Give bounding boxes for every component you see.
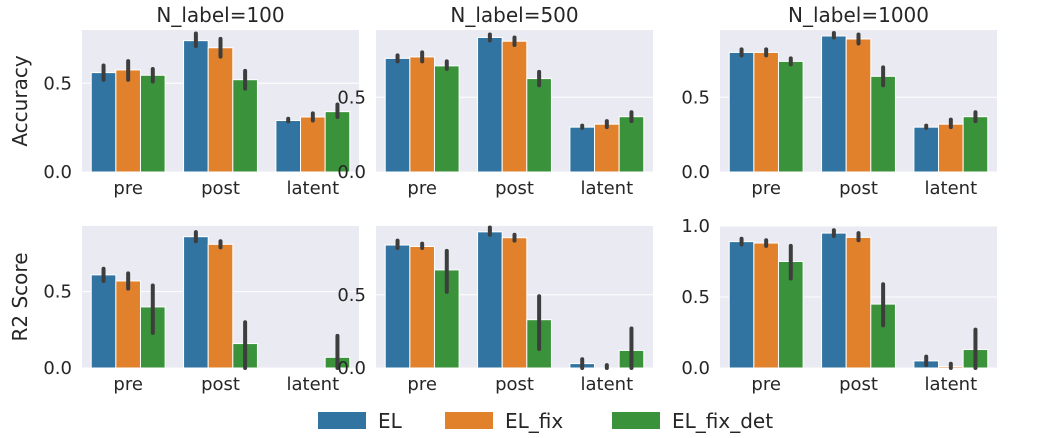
panel-r0-c0-bar-el-fix-det-post (232, 79, 258, 173)
panel-r0-c0-title: N_label=100 (156, 3, 284, 27)
legend-label-el-fix-det: EL_fix_det (672, 409, 773, 433)
legend-swatch-el (318, 412, 366, 429)
panel-r0-c0-ytick-label: 0.5 (43, 73, 72, 94)
panel-r0-c0-ytick-label: 0.0 (43, 162, 72, 183)
panel-r0-c2-ytick-label: 0.0 (681, 162, 710, 183)
panel-r0-c0-ylabel: Accuracy (8, 55, 32, 146)
panel-r1-c2-ytick-label: 1.0 (681, 216, 710, 237)
panel-r0-c1-ytick-label: 0.5 (337, 87, 366, 108)
panel-r0-c1-xtick-label-latent: latent (581, 178, 634, 199)
panel-r0-c0-xtick-label-latent: latent (287, 178, 340, 199)
panel-r0-c2: 0.0 0.5 pre post latent N_label=1000 (681, 3, 997, 199)
panel-r1-c0: 0.0 0.5 pre post latent R2 Score (8, 226, 359, 395)
panel-r1-c0-xtick-label-latent: latent (287, 374, 340, 395)
panel-r0-c1-bar-el-fix-post (501, 40, 528, 173)
panel-r1-c1-bar-el-fix-post (501, 237, 528, 369)
panel-r1-c0-bar-el-fix-pre (115, 280, 141, 369)
panel-r0-c1-bar-el-latent (569, 126, 596, 173)
panel-r0-c0-bar-el-latent (275, 120, 302, 173)
panel-r0-c1-bar-el-fix-det-post (526, 78, 552, 173)
panel-r0-c2-bar-el-fix-det-pre (777, 60, 804, 173)
panel-r0-c2-bar-el-fix-det-post (870, 75, 896, 173)
panel-r0-c1-xtick-label-pre: pre (407, 178, 437, 199)
panel-r1-c2-bar-el-fix-pre (753, 242, 779, 369)
panel-r0-c2-bar-el-fix-det-latent (962, 116, 989, 173)
panel-r0-c0-bar-el-fix-pre (115, 69, 141, 173)
panel-r1-c1: 0.0 0.5 pre post latent (337, 225, 653, 395)
panel-r0-c2-bar-el-pre (728, 51, 755, 173)
panel-r1-c2-xtick-label-post: post (839, 374, 878, 395)
legend-label-el: EL (378, 409, 403, 433)
panel-r0-c0-bar-el-fix-det-pre (139, 74, 166, 173)
panel-r0-c2-ytick-label: 0.5 (681, 87, 710, 108)
panel-r0-c1-bar-el-fix-det-latent (618, 116, 645, 173)
panel-r0-c0-xtick-label-pre: pre (113, 178, 143, 199)
panel-r0-c2-bar-el-fix-post (845, 38, 872, 173)
panel-r0-c1-ytick-label: 0.0 (337, 162, 366, 183)
panel-r0-c1-bar-el-fix-latent (594, 123, 620, 173)
panel-r0-c2-title: N_label=1000 (788, 3, 929, 27)
panel-r0-c0-bar-el-fix-post (207, 47, 234, 173)
panel-r1-c0-bar-el-post (183, 236, 209, 369)
panel-r0-c0-xtick-label-post: post (201, 178, 240, 199)
panel-r1-c2: 0.0 0.5 1.0 pre post latent (681, 216, 997, 395)
panel-r1-c2-ytick-label: 0.0 (681, 358, 710, 379)
panel-r0-c2-bar-el-fix-latent (938, 123, 964, 173)
panel-r1-c0-ytick-label: 0.0 (43, 358, 72, 379)
panel-r0-c1-bar-el-post (477, 36, 503, 173)
panel-r0-c1: 0.0 0.5 pre post latent N_label=500 (337, 3, 653, 199)
panel-r0-c1-xtick-label-post: post (495, 178, 534, 199)
panel-r0-c2-xtick-label-post: post (839, 178, 878, 199)
panel-r0-c1-bar-el-pre (384, 57, 411, 173)
panel-r1-c2-bar-el-pre (728, 241, 755, 369)
panel-r0-c2-bar-el-fix-pre (753, 51, 779, 173)
legend-swatch-el-fix (445, 412, 493, 429)
legend-label-el-fix: EL_fix (505, 409, 563, 433)
legend-swatch-el-fix-det (612, 412, 660, 429)
panel-r0-c0-bar-el-fix-latent (300, 116, 326, 173)
panel-r1-c1-ytick-label: 0.0 (337, 358, 366, 379)
panel-r0-c0-bar-el-pre (90, 72, 117, 173)
panel-r0-c1-bar-el-fix-pre (409, 56, 435, 173)
panel-r1-c1-xtick-label-latent: latent (581, 374, 634, 395)
legend: EL EL_fix EL_fix_det (318, 409, 773, 433)
panel-r1-c0-xtick-label-pre: pre (113, 374, 143, 395)
panel-r0-c2-bar-el-latent (913, 126, 940, 173)
panel-r1-c1-bar-el-post (477, 231, 503, 369)
panel-r0-c0-bar-el-fix-det-latent (324, 111, 351, 173)
panel-r0-c0: 0.0 0.5 pre post latent N_label=100 Accuracy (8, 3, 359, 199)
panel-r0-c2-bar-el-post (821, 35, 847, 173)
panel-r1-c1-ytick-label: 0.5 (337, 285, 366, 306)
panel-r1-c2-bar-el-post (821, 232, 847, 369)
panel-r1-c0-ytick-label: 0.5 (43, 282, 72, 303)
panel-r1-c0-bar-el-pre (90, 274, 117, 369)
panel-r0-c1-bar-el-fix-det-pre (433, 65, 460, 173)
panel-r0-c1-title: N_label=500 (450, 3, 578, 27)
panel-r1-c1-bar-el-fix-pre (409, 245, 435, 369)
panel-r0-c2-xtick-label-latent: latent (925, 178, 978, 199)
panel-r1-c1-xtick-label-pre: pre (407, 374, 437, 395)
panel-r1-c0-ylabel: R2 Score (8, 253, 32, 342)
panel-r1-c1-bar-el-pre (384, 244, 411, 369)
panel-r0-c2-xtick-label-pre: pre (751, 178, 781, 199)
panel-r1-c0-bar-el-fix-post (207, 243, 234, 369)
panel-r1-c2-bar-el-fix-post (845, 236, 872, 369)
panel-r1-c0-xtick-label-post: post (201, 374, 240, 395)
panel-r0-c0-bar-el-post (183, 40, 209, 173)
panel-r1-c2-xtick-label-pre: pre (751, 374, 781, 395)
panel-r1-c1-xtick-label-post: post (495, 374, 534, 395)
panel-r1-c2-ytick-label: 0.5 (681, 287, 710, 308)
panel-r1-c2-xtick-label-latent: latent (925, 374, 978, 395)
